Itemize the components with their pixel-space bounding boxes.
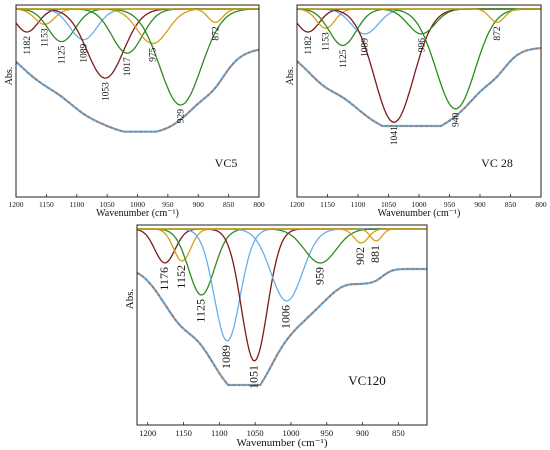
peak-label: 1176	[157, 267, 171, 291]
plot-area	[16, 8, 259, 133]
plot-area	[297, 8, 541, 128]
peak-label: 1053	[101, 82, 111, 101]
x-tick-label: 800	[253, 200, 265, 209]
peak-label: 996	[417, 38, 427, 53]
peak-label: 1089	[219, 345, 233, 369]
x-tick-label: 1000	[282, 428, 299, 438]
peak-label: 902	[353, 247, 367, 265]
peak-label: 1153	[41, 28, 51, 47]
peak-label: 1125	[193, 299, 207, 323]
panel-label: VC120	[348, 373, 386, 388]
x-tick-label: 850	[505, 200, 517, 209]
x-tick-label: 950	[444, 200, 456, 209]
peak-label: 940	[452, 113, 462, 128]
y-axis-title: Abs.	[124, 289, 136, 310]
panel-vc120: 1176 1152 1125 1089 1051 1006 959 902 881 1200 115…	[124, 224, 428, 449]
x-tick-label: 1200	[9, 200, 24, 209]
fit-sum	[137, 268, 427, 386]
band-881	[137, 228, 427, 242]
x-tick-label: 1200	[139, 428, 156, 438]
peak-label: 1089	[361, 38, 371, 57]
x-tick-label: 1150	[175, 428, 192, 438]
x-axis-title: Wavenumber (cm⁻¹)	[378, 208, 461, 219]
peak-label: 1017	[123, 57, 133, 76]
x-tick-label: 1100	[211, 428, 228, 438]
x-tick-label: 950	[320, 428, 333, 438]
band-1051	[137, 228, 427, 362]
x-tick-label: 1150	[320, 200, 335, 209]
peak-label: 1041	[390, 126, 400, 145]
peak-label: 1182	[23, 36, 33, 55]
x-tick-label: 1050	[247, 428, 264, 438]
x-tick-label: 1000	[130, 200, 145, 209]
x-tick-label: 1150	[39, 200, 54, 209]
panel-label: VC5	[215, 156, 238, 170]
peak-label: 872	[493, 26, 503, 41]
band-872	[297, 8, 541, 24]
y-axis-title: Abs.	[4, 67, 15, 86]
fit-sum	[16, 49, 259, 133]
fitted-envelope	[16, 48, 259, 133]
peak-label: 881	[368, 245, 382, 263]
peak-label: 1153	[322, 32, 332, 51]
x-tick-label: 1200	[290, 200, 305, 209]
peak-label: 1089	[79, 43, 89, 62]
x-tick-label: 1050	[381, 200, 396, 209]
x-tick-label: 900	[474, 200, 486, 209]
peak-label: 1006	[279, 305, 293, 329]
peak-label: 929	[177, 109, 187, 124]
peak-label: 1152	[174, 265, 188, 289]
x-tick-label: 900	[193, 200, 205, 209]
peak-label: 872	[211, 26, 221, 41]
x-tick-label: 1100	[69, 200, 84, 209]
x-axis-title: Wavenumber (cm⁻¹)	[96, 208, 179, 219]
panel-label: VC 28	[481, 156, 513, 170]
x-tick-label: 1100	[351, 200, 366, 209]
peak-label: 1051	[246, 365, 260, 389]
fit-sum	[297, 47, 541, 127]
peak-label: 1182	[304, 36, 314, 55]
plot-area	[137, 228, 427, 387]
band-975	[16, 8, 259, 45]
band-872	[16, 8, 259, 24]
x-tick-label: 850	[392, 428, 405, 438]
y-axis-title: Abs.	[285, 67, 296, 86]
x-tick-label: 1000	[412, 200, 427, 209]
band-1125	[16, 8, 259, 43]
peak-label: 1125	[339, 49, 349, 68]
x-tick-label: 950	[162, 200, 174, 209]
peak-label: 1125	[58, 45, 68, 64]
peak-label: 975	[149, 47, 159, 62]
panel-vc28: 1182 1153 1125 1089 1041 996 940 872 1200 1150 110…	[285, 4, 547, 219]
x-tick-label: 900	[356, 428, 369, 438]
x-tick-label: 1050	[100, 200, 115, 209]
x-tick-label: 850	[223, 200, 235, 209]
plot-frame	[136, 224, 428, 426]
band-1182	[297, 8, 541, 33]
panel-vc5: 1182 1153 1125 1089 1053 1017 975 929 872 1200 115…	[4, 4, 265, 219]
peak-label: 959	[312, 267, 326, 285]
x-axis-title: Wavenumber (cm⁻¹)	[237, 437, 328, 449]
x-tick-label: 800	[535, 200, 547, 209]
